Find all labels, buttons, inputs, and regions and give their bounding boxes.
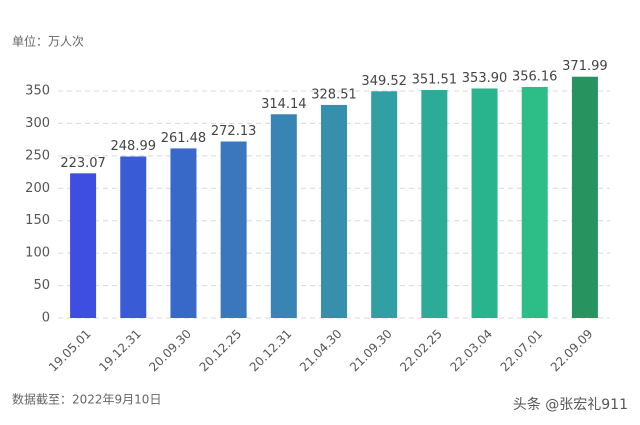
x-tick-label: 20.12.25 xyxy=(197,327,245,375)
value-label: 223.07 xyxy=(60,156,106,171)
bar xyxy=(371,91,398,319)
value-label: 261.48 xyxy=(161,131,207,146)
y-tick-label: 50 xyxy=(33,278,50,293)
x-tick-label: 20.12.31 xyxy=(247,327,295,375)
watermark: 头条 @张宏礼911 xyxy=(513,396,628,413)
x-tick-label: 22.09.09 xyxy=(548,327,596,375)
bar xyxy=(471,88,498,318)
footnote: 数据截至：2022年9月10日 xyxy=(12,392,161,407)
value-label: 356.16 xyxy=(512,70,558,85)
bar xyxy=(521,87,548,319)
y-tick-label: 100 xyxy=(25,246,50,261)
x-tick-label: 21.04.30 xyxy=(297,327,345,375)
value-label: 349.52 xyxy=(361,74,407,89)
value-label: 272.13 xyxy=(211,124,257,139)
x-tick-label: 22.02.25 xyxy=(397,327,445,375)
bar xyxy=(70,173,97,318)
x-tick-label: 22.07.01 xyxy=(498,327,546,375)
y-tick-label: 250 xyxy=(25,148,50,163)
bar xyxy=(170,148,197,318)
y-tick-label: 150 xyxy=(25,213,50,228)
y-tick-label: 0 xyxy=(42,311,50,326)
bar xyxy=(571,76,598,318)
value-label: 328.51 xyxy=(311,87,357,102)
bar xyxy=(270,114,297,318)
x-tick-label: 21.09.30 xyxy=(347,327,395,375)
unit-label: 单位：万人次 xyxy=(12,34,84,49)
x-tick-label: 20.09.30 xyxy=(146,327,194,375)
bar xyxy=(220,141,247,318)
bar xyxy=(321,104,347,318)
x-tick-label: 22.03.04 xyxy=(447,327,495,375)
value-label: 371.99 xyxy=(562,59,608,74)
y-tick-label: 300 xyxy=(25,116,50,131)
value-label: 248.99 xyxy=(111,139,157,154)
y-tick-label: 200 xyxy=(25,181,50,196)
value-label: 353.90 xyxy=(462,71,508,86)
y-tick-label: 350 xyxy=(25,84,50,99)
bar xyxy=(421,90,448,318)
bar xyxy=(120,156,147,318)
value-label: 314.14 xyxy=(261,97,307,112)
x-tick-label: 19.12.31 xyxy=(96,327,144,375)
x-tick-label: 19.05.01 xyxy=(46,327,94,375)
value-label: 351.51 xyxy=(412,73,458,88)
